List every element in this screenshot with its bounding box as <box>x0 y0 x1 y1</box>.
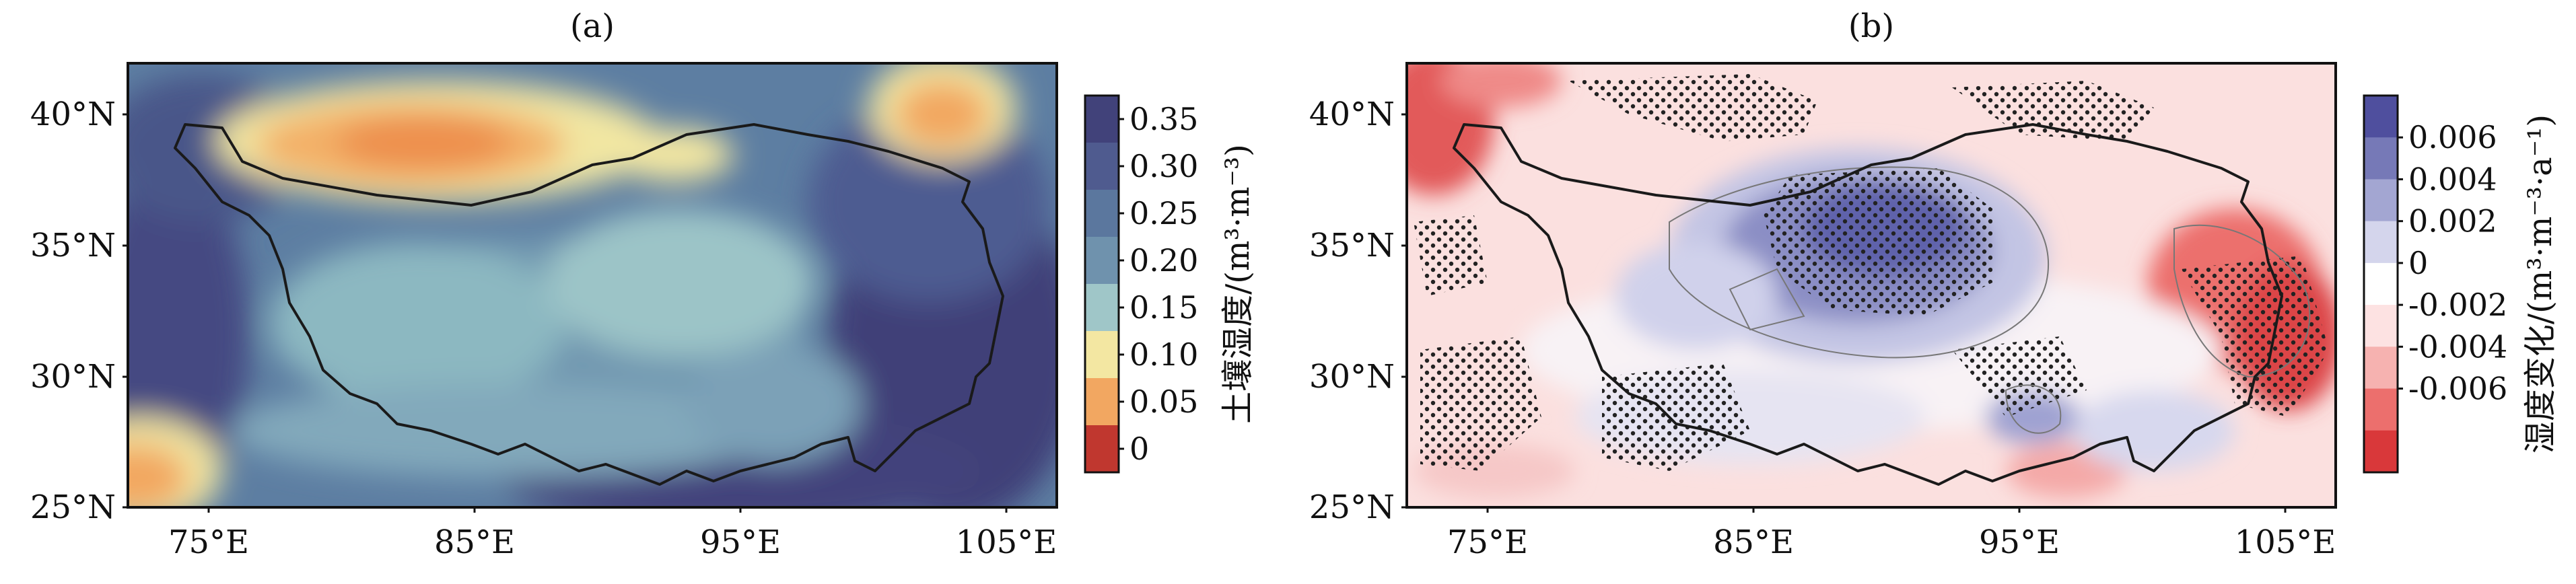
panel-a-colorbar-cell <box>1085 190 1119 238</box>
panel-b-colorbar-tick-label: -0.006 <box>2408 371 2507 407</box>
panel-a-x-axis: 75°E 85°E 95°E 105°E <box>168 507 1057 561</box>
panel-a-x-tick: 85°E <box>434 523 515 561</box>
panel-b-colorbar-tick-label: -0.004 <box>2408 328 2507 365</box>
panel-a-soil-moisture-field <box>128 63 1057 507</box>
panel-a-colorbar-cell <box>1085 284 1119 332</box>
panel-b-colorbar-cell <box>2364 388 2398 431</box>
panel-b-colorbar-cell <box>2364 305 2398 347</box>
panel-b-title: (b) <box>1848 7 1894 45</box>
panel-b-colorbar-cell <box>2364 179 2398 222</box>
panel-b-colorbar-cell <box>2364 430 2398 473</box>
panel-b-x-tick: 85°E <box>1713 523 1794 561</box>
panel-a-x-tick: 75°E <box>168 523 249 561</box>
panel-a-x-tick: 105°E <box>956 523 1057 561</box>
panel-a-colorbar-cell <box>1085 378 1119 426</box>
panel-b-y-tick: 35°N <box>1309 227 1395 264</box>
panel-a-colorbar-tick-label: 0 <box>1129 431 1149 467</box>
panel-a-colorbar-cell <box>1085 331 1119 379</box>
panel-b-colorbar-cell <box>2364 221 2398 264</box>
panel-a-y-tick: 35°N <box>30 227 116 264</box>
panel-a-colorbar-tick-label: 0.35 <box>1129 101 1198 137</box>
panel-b-contours <box>1669 166 2311 434</box>
panel-a-y-axis: 40°N 35°N 30°N 25°N <box>30 96 128 526</box>
panel-a-y-tick: 40°N <box>30 96 116 133</box>
panel-a-colorbar-title: 土壤湿度/(m³·m⁻³) <box>1219 144 1257 424</box>
panel-b-x-tick: 75°E <box>1447 523 1528 561</box>
panel-b-x-tick: 105°E <box>2235 523 2336 561</box>
panel-a-colorbar-tick-label: 0.30 <box>1129 148 1198 184</box>
panel-a-frame <box>127 62 1058 509</box>
panel-b: (b) <box>1309 7 2559 561</box>
panel-b-colorbar-tick-label: 0 <box>2408 245 2428 281</box>
panel-a-colorbar-tick-label: 0.25 <box>1129 195 1198 231</box>
panel-b-colorbar-cell <box>2364 137 2398 180</box>
panel-b-colorbar-title: 湿度变化/(m³·m⁻³·a⁻¹) <box>2521 114 2559 453</box>
panel-a-map <box>128 63 1057 507</box>
panel-b-y-tick: 40°N <box>1309 96 1395 133</box>
panel-b-colorbar: 0.006 0.004 0.002 0 -0.002 -0.004 -0.006 湿度变化/… <box>2363 94 2559 474</box>
panel-b-frame <box>1405 62 2337 509</box>
panel-b-x-axis: 75°E 85°E 95°E 105°E <box>1447 507 2336 561</box>
panel-a-colorbar: 0.35 0.30 0.25 0.20 0.15 0.10 0.05 0 土壤湿度/(m³·m… <box>1084 94 1257 474</box>
panel-b-colorbar-tick-label: -0.002 <box>2408 287 2507 323</box>
panel-b-significance-stipple <box>1414 74 2329 471</box>
panel-a-plateau-outline <box>174 123 1004 486</box>
panel-a-x-tick: 95°E <box>700 523 781 561</box>
panel-a-colorbar-cell <box>1085 143 1119 190</box>
panel-b-map <box>1407 63 2336 507</box>
panel-a: (a) <box>30 7 1257 561</box>
panel-b-plateau-outline <box>1453 123 2283 486</box>
panel-b-colorbar-cell <box>2364 96 2398 138</box>
panel-a-colorbar-cell <box>1085 425 1119 473</box>
panel-a-y-tick: 25°N <box>30 488 116 526</box>
panel-b-colorbar-tick-label: 0.002 <box>2408 203 2497 240</box>
panel-b-colorbar-tick-label: 0.006 <box>2408 119 2497 155</box>
panel-a-title: (a) <box>570 7 615 45</box>
panel-b-colorbar-cell <box>2364 262 2398 305</box>
panel-b-y-axis: 40°N 35°N 30°N 25°N <box>1309 96 1407 526</box>
panel-a-colorbar-tick-label: 0.20 <box>1129 242 1198 279</box>
panel-b-colorbar-tick-label: 0.004 <box>2408 161 2497 197</box>
panel-b-colorbar-cell <box>2364 346 2398 390</box>
panel-a-y-tick: 30°N <box>30 358 116 396</box>
panel-a-colorbar-tick-label: 0.05 <box>1129 384 1198 420</box>
panel-b-x-tick: 95°E <box>1979 523 2060 561</box>
panel-a-colorbar-cell <box>1085 237 1119 285</box>
panel-a-colorbar-tick-label: 0.10 <box>1129 336 1198 373</box>
panel-b-y-tick: 30°N <box>1309 358 1395 396</box>
panel-b-y-tick: 25°N <box>1309 488 1395 526</box>
panel-a-colorbar-cell <box>1085 96 1119 143</box>
panel-a-colorbar-tick-label: 0.15 <box>1129 289 1198 326</box>
